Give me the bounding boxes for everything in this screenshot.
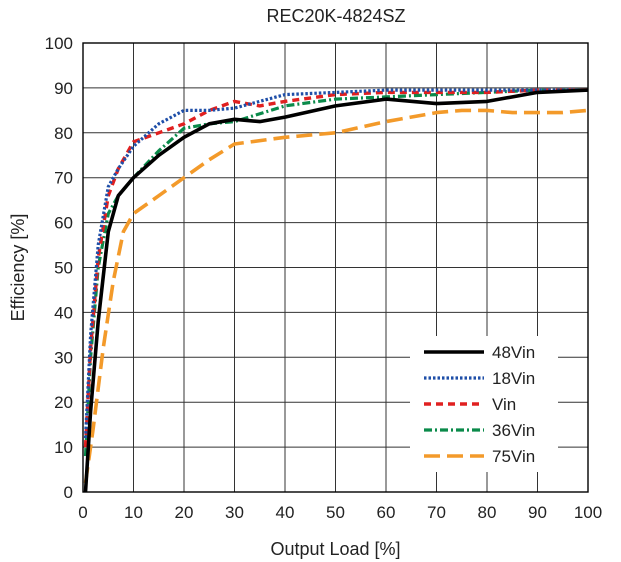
chart-title: REC20K-4824SZ (266, 6, 405, 26)
y-tick-label: 30 (54, 348, 73, 367)
y-tick-label: 40 (54, 303, 73, 322)
x-tick-label: 60 (377, 503, 396, 522)
x-tick-label: 50 (326, 503, 345, 522)
y-tick-label: 20 (54, 393, 73, 412)
x-tick-label: 10 (124, 503, 143, 522)
x-axis-label: Output Load [%] (270, 539, 400, 559)
legend-label: 18Vin (492, 369, 535, 388)
y-tick-label: 90 (54, 79, 73, 98)
y-axis-label: Efficiency [%] (8, 214, 28, 322)
series-line-18vin (83, 88, 588, 439)
x-tick-label: 100 (574, 503, 602, 522)
x-tick-label: 90 (528, 503, 547, 522)
tick-labels: 0 10 20 30 40 50 60 70 80 90 100 0 10 20 30 40 50 60 70 80 9… (45, 34, 603, 522)
y-tick-label: 10 (54, 438, 73, 457)
x-tick-label: 30 (225, 503, 244, 522)
y-tick-label: 50 (54, 259, 73, 278)
y-tick-label: 70 (54, 169, 73, 188)
x-tick-label: 20 (175, 503, 194, 522)
legend: 48Vin 18Vin Vin 36Vin 75Vin (410, 336, 558, 472)
x-tick-label: 80 (478, 503, 497, 522)
series-line-vin (83, 88, 588, 448)
x-tick-label: 40 (276, 503, 295, 522)
legend-label: 48Vin (492, 343, 535, 362)
y-tick-label: 0 (64, 483, 73, 502)
plot-area-frame (82, 42, 589, 493)
y-tick-label: 80 (54, 124, 73, 143)
legend-label: 75Vin (492, 447, 535, 466)
y-tick-label: 100 (45, 34, 73, 53)
series-layer (83, 88, 589, 493)
y-tick-label: 60 (54, 214, 73, 233)
legend-label: 36Vin (492, 421, 535, 440)
legend-label: Vin (492, 395, 516, 414)
series-line-48vin (83, 88, 589, 493)
legend-box (410, 336, 558, 472)
x-tick-label: 0 (78, 503, 87, 522)
x-tick-label: 70 (427, 503, 446, 522)
series-line-75vin (83, 108, 589, 484)
